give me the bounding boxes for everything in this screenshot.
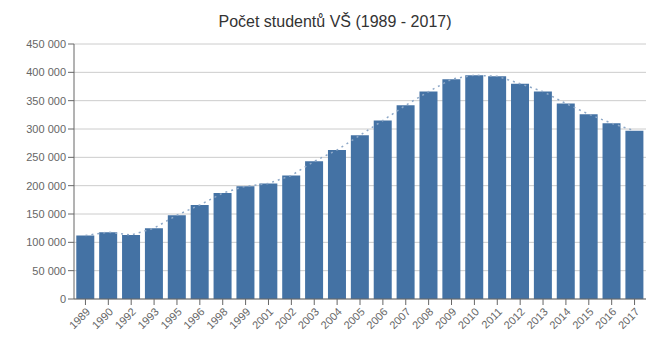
svg-text:2002: 2002 [272,305,298,331]
svg-text:2003: 2003 [295,305,321,331]
html-text:Počet studentů VŠ (1989 - 2017: Počet studentů VŠ (1989 - 2017) [218,13,452,30]
svg-text:400 000: 400 000 [26,66,66,78]
svg-text:2008: 2008 [410,305,436,331]
svg-text:350 000: 350 000 [26,95,66,107]
svg-text:2004: 2004 [318,305,344,331]
svg-text:1999: 1999 [227,305,253,331]
svg-text:1996: 1996 [181,305,207,331]
svg-text:1992: 1992 [112,305,138,331]
svg-text:2015: 2015 [570,305,596,331]
svg-text:2014: 2014 [547,305,573,331]
svg-text:300 000: 300 000 [26,123,66,135]
svg-text:250 000: 250 000 [26,151,66,163]
svg-text:2010: 2010 [456,305,482,331]
svg-text:0: 0 [60,293,66,305]
svg-text:2005: 2005 [341,305,367,331]
svg-text:2012: 2012 [501,305,527,331]
svg-text:2006: 2006 [364,305,390,331]
svg-text:200 000: 200 000 [26,180,66,192]
svg-text:1990: 1990 [89,305,115,331]
svg-text:150 000: 150 000 [26,208,66,220]
svg-text:1989: 1989 [67,305,93,331]
svg-text:1995: 1995 [158,305,184,331]
svg-text:2011: 2011 [479,305,504,330]
svg-text:2001: 2001 [250,305,276,331]
svg-text:2007: 2007 [387,305,413,331]
svg-text:2017: 2017 [616,305,642,331]
svg-text:100 000: 100 000 [26,236,66,248]
svg-text:1993: 1993 [135,305,161,331]
svg-text:2013: 2013 [524,305,550,331]
svg-text:2009: 2009 [433,305,459,331]
svg-text:2016: 2016 [593,305,619,331]
svg-text:450 000: 450 000 [26,38,66,50]
svg-text:1998: 1998 [204,305,230,331]
svg-text:50 000: 50 000 [32,265,66,277]
